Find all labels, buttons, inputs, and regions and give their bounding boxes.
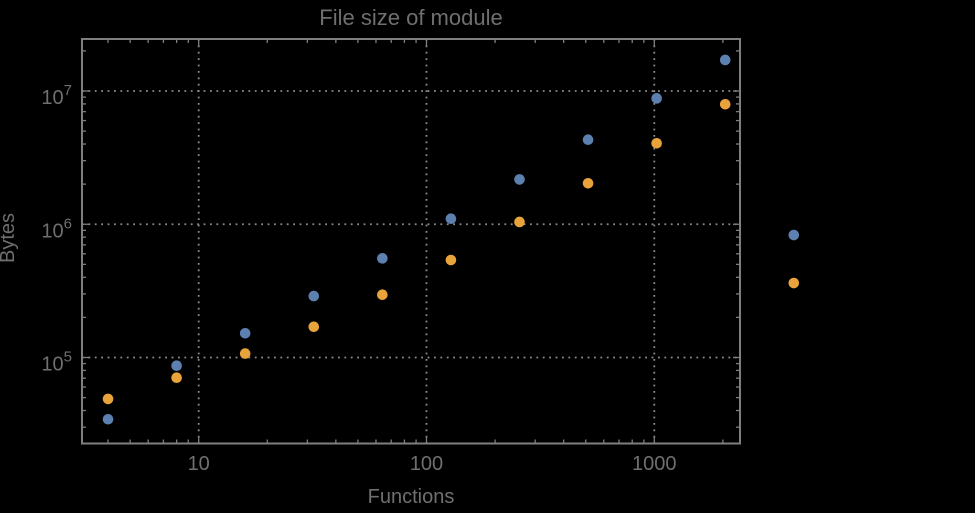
data-points-group bbox=[102, 54, 800, 425]
x-tick-label: 100 bbox=[410, 453, 443, 475]
data-point-series-1-blue bbox=[582, 134, 594, 146]
x-tick-label: 1000 bbox=[632, 453, 677, 475]
y-tick-label: 106 bbox=[41, 215, 72, 242]
data-point-series-1-blue bbox=[445, 213, 457, 225]
data-point-series-1-blue bbox=[377, 253, 388, 264]
plot-frame bbox=[81, 38, 741, 445]
data-point-series-2-orange bbox=[308, 321, 320, 333]
ticks-group bbox=[82, 39, 740, 444]
data-point-series-1-blue bbox=[239, 327, 251, 339]
data-point-series-1-blue bbox=[719, 54, 731, 66]
data-point-series-1-blue bbox=[651, 93, 662, 104]
data-point-series-2-orange bbox=[651, 138, 662, 149]
y-tick-label: 105 bbox=[41, 349, 72, 376]
data-point-series-2-orange bbox=[377, 289, 388, 301]
chart-title: File size of module bbox=[319, 5, 502, 30]
gridlines-group bbox=[82, 39, 740, 444]
data-point-series-2-orange bbox=[239, 348, 251, 359]
tick-labels-group: 10 100 1000 105 106 107 bbox=[41, 82, 676, 475]
y-tick-label: 107 bbox=[41, 82, 72, 109]
x-axis-label: Functions bbox=[368, 486, 455, 508]
data-point-series-1-blue bbox=[514, 174, 525, 185]
data-point-series-1-blue bbox=[171, 360, 182, 371]
data-point-series-2-orange bbox=[102, 393, 114, 405]
data-point-series-2-orange bbox=[171, 372, 182, 384]
data-point-series-1-blue bbox=[788, 229, 800, 241]
x-tick-label: 10 bbox=[188, 453, 210, 475]
y-axis-label: Bytes bbox=[0, 213, 19, 263]
data-point-series-2-orange bbox=[582, 177, 594, 189]
data-point-series-2-orange bbox=[514, 216, 525, 228]
data-point-series-2-orange bbox=[788, 277, 800, 289]
data-point-series-1-blue bbox=[102, 413, 114, 425]
data-point-series-2-orange bbox=[445, 254, 457, 266]
frame-group bbox=[81, 38, 741, 445]
data-point-series-1-blue bbox=[308, 290, 320, 302]
data-point-series-2-orange bbox=[719, 98, 731, 110]
